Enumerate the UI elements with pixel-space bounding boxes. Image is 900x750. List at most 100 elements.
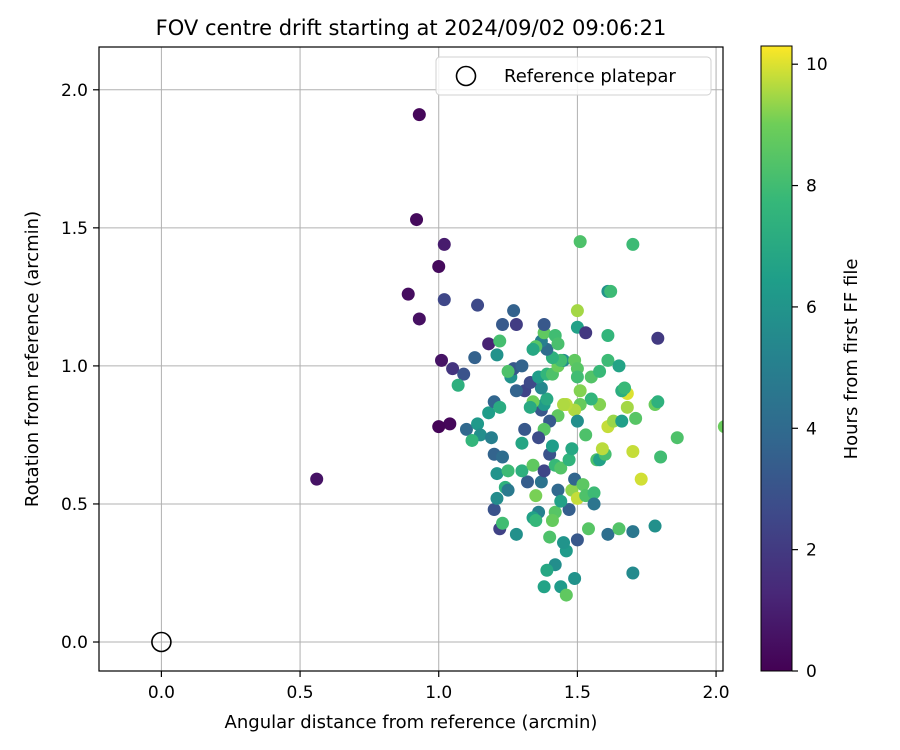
data-point [451,378,465,392]
data-point [471,417,485,431]
data-point [626,566,640,580]
data-point [515,359,529,373]
data-point [509,317,523,331]
data-point [620,400,634,414]
data-point [482,406,496,420]
x-tick-label: 0.0 [148,683,175,703]
data-point [670,431,684,445]
data-point [496,317,510,331]
data-point [562,502,576,516]
data-point [615,414,629,428]
data-point [457,367,471,381]
data-point [534,381,548,395]
data-point [595,442,609,456]
data-point [545,514,559,528]
colorbar-tick-label: 2 [806,541,817,561]
data-point [465,433,479,447]
data-point [493,400,507,414]
data-point [509,384,523,398]
data-point [432,260,446,274]
data-point [601,329,615,343]
data-point [587,497,601,511]
data-point [501,464,515,478]
data-point [654,450,668,464]
x-axis-ticks: 0.0 0.5 1.0 1.5 2.0 [148,671,730,703]
data-point [529,514,543,528]
data-point [468,351,482,365]
data-point [432,420,446,434]
data-point [559,588,573,602]
plot-frame [98,46,724,672]
data-point [573,235,587,249]
data-point [540,392,554,406]
y-axis-label: Rotation from reference (arcmin) [22,211,43,507]
legend: Reference platepar [435,56,712,96]
data-point [490,491,504,505]
data-point [543,530,557,544]
colorbar [760,45,793,672]
data-point [573,384,587,398]
data-point [551,337,565,351]
legend-box [435,56,712,96]
data-point [515,464,529,478]
data-point [717,420,723,433]
data-point [579,428,593,442]
data-point [496,450,510,464]
data-point [612,359,626,373]
y-tick-label: 1.0 [61,357,88,377]
data-point [651,395,665,409]
data-point [612,522,626,536]
data-point [435,353,449,367]
data-point [526,458,540,472]
colorbar-tick-label: 8 [806,177,817,197]
x-tick-label: 1.0 [425,683,452,703]
data-point [618,381,632,395]
colorbar-ticks: 0 2 4 6 8 10 [792,55,828,682]
data-point [551,483,565,497]
data-point [626,444,640,458]
data-point [501,483,515,497]
data-point [534,475,548,489]
data-point [493,334,507,348]
data-point [484,431,498,445]
data-point [412,108,426,122]
data-point [410,213,424,227]
chart-title: FOV centre drift starting at 2024/09/02 … [156,16,667,40]
data-point [537,580,551,594]
data-point [537,464,551,478]
data-point [529,489,543,503]
colorbar-tick-label: 10 [806,55,828,75]
colorbar-tick-label: 0 [806,662,817,682]
data-point [443,417,457,431]
data-point [459,422,473,436]
data-point [446,362,460,376]
data-point [557,536,571,550]
x-tick-label: 0.5 [287,683,314,703]
y-axis-ticks: 0.0 0.5 1.0 1.5 2.0 [61,81,99,653]
data-point [490,467,504,481]
data-point [507,304,521,318]
colorbar-label: Hours from first FF file [841,259,862,460]
data-point [629,411,643,425]
data-point [412,312,426,326]
y-tick-label: 1.5 [61,219,88,239]
data-point [496,516,510,530]
data-point [604,284,618,298]
data-point [526,342,540,356]
colorbar-tick-label: 4 [806,419,817,439]
data-point [557,398,571,412]
x-tick-label: 1.5 [564,683,591,703]
colorbar-tick-label: 6 [806,298,817,318]
data-point [570,370,584,384]
data-point [579,326,593,340]
scatter-points [310,108,723,602]
data-point [587,486,601,500]
data-point [490,348,504,362]
data-point [437,237,451,251]
data-point [545,439,559,453]
data-point [576,478,590,492]
data-point [471,298,485,312]
data-point [482,337,496,351]
data-point [537,317,551,331]
